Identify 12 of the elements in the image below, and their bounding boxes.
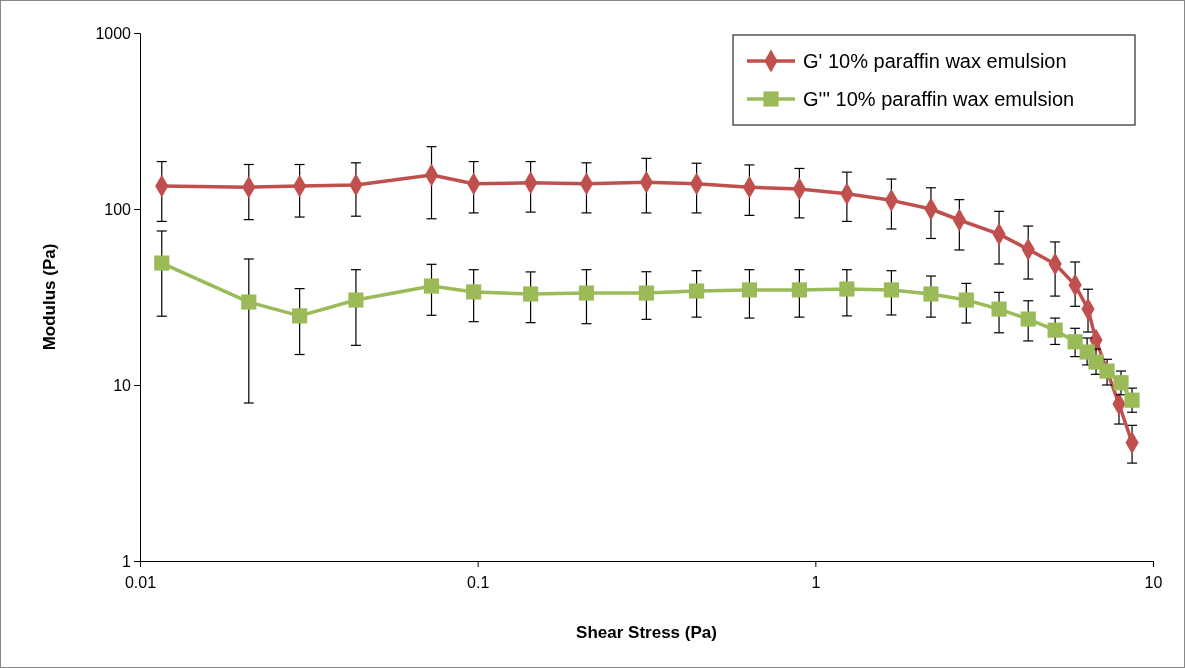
x-axis-title: Shear Stress (Pa) <box>576 623 717 642</box>
y-tick-label: 10 <box>113 376 132 394</box>
x-tick-label: 0.01 <box>124 573 157 591</box>
x-tick-label: 1 <box>811 573 821 591</box>
legend-label: G' 10% paraffin wax emulsion <box>803 50 1067 72</box>
y-axis-title: Modulus (Pa) <box>40 243 59 351</box>
y-tick-label: 1 <box>122 552 132 570</box>
x-tick-label: 10 <box>1144 573 1163 591</box>
x-tick-label: 0.1 <box>467 573 490 591</box>
legend-label: G''' 10% paraffin wax emulsion <box>803 88 1075 110</box>
y-tick-label: 100 <box>104 200 132 218</box>
y-tick-label: 1000 <box>95 24 132 42</box>
